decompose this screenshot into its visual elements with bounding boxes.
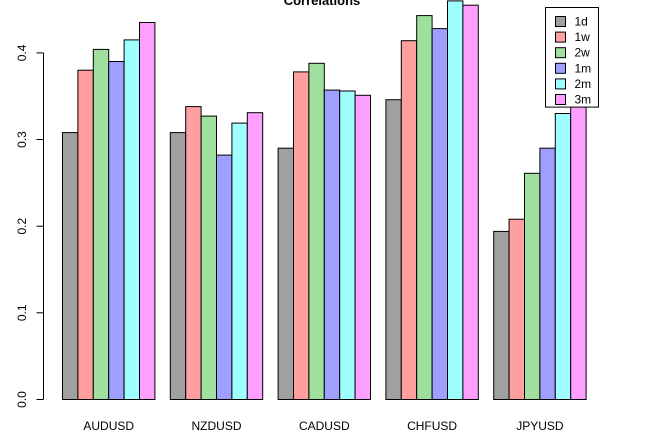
bar-nzdusd-2m bbox=[231, 122, 248, 400]
bar-jpyusd-1m bbox=[539, 147, 556, 400]
bar-chfusd-1m bbox=[431, 28, 449, 400]
legend-box bbox=[545, 7, 599, 108]
legend-swatch-1w bbox=[555, 31, 566, 43]
legend-label-2m: 2m bbox=[575, 77, 592, 91]
bar-cadusd-1d bbox=[277, 147, 295, 400]
bar-chfusd-1d bbox=[385, 99, 402, 400]
bar-nzdusd-1m bbox=[216, 154, 233, 400]
bar-nzdusd-1d bbox=[169, 132, 187, 400]
bar-jpyusd-1d bbox=[493, 230, 510, 400]
bar-audusd-2m bbox=[123, 39, 140, 401]
legend-label-2w: 2w bbox=[575, 46, 591, 60]
y-axis: 0.0 0.1 0.2 0.3 0.4 bbox=[15, 44, 44, 408]
legend-swatch-1m bbox=[555, 62, 566, 74]
bar-jpyusd-1w bbox=[508, 218, 526, 400]
bar-audusd-1d bbox=[62, 132, 79, 400]
bar-jpyusd-2m bbox=[554, 113, 572, 400]
legend-label-1m: 1m bbox=[575, 61, 592, 75]
x-tick-label: CHFUSD bbox=[407, 419, 457, 432]
bar-jpyusd-3m bbox=[570, 74, 587, 401]
x-tick-label: CADUSD bbox=[299, 419, 350, 432]
bar-chfusd-3m bbox=[462, 4, 479, 400]
legend-swatch-2m bbox=[555, 78, 566, 90]
y-tick-label: 0.3 bbox=[15, 131, 29, 148]
x-axis-labels: AUDUSD NZDUSD CADUSD CHFUSD JPYUSD bbox=[83, 419, 564, 433]
bar-chfusd-2w bbox=[416, 15, 433, 400]
bar-nzdusd-2w bbox=[200, 115, 218, 400]
bar-chfusd-1w bbox=[400, 40, 418, 400]
bar-audusd-2w bbox=[92, 48, 110, 401]
y-tick-label: 0.2 bbox=[15, 218, 29, 235]
x-tick-label: AUDUSD bbox=[83, 419, 134, 432]
bars-layer bbox=[62, 0, 587, 401]
bar-nzdusd-1w bbox=[185, 106, 202, 400]
bar-cadusd-1w bbox=[293, 71, 310, 401]
y-tick-label: 0.4 bbox=[15, 44, 29, 61]
bar-jpyusd-2w bbox=[524, 172, 541, 400]
bar-nzdusd-3m bbox=[246, 112, 264, 400]
y-tick-label: 0.0 bbox=[15, 391, 29, 408]
bar-chfusd-2m bbox=[447, 0, 464, 401]
x-tick-label: JPYUSD bbox=[516, 419, 564, 432]
legend-swatch-3m bbox=[555, 94, 566, 105]
legend-label-3m: 3m bbox=[575, 93, 592, 107]
legend-swatch-1d bbox=[555, 16, 566, 27]
bar-cadusd-2m bbox=[339, 90, 356, 400]
legend-label-1w: 1w bbox=[575, 30, 591, 44]
bar-cadusd-3m bbox=[354, 94, 372, 401]
x-tick-label: NZDUSD bbox=[192, 419, 242, 432]
bar-audusd-1m bbox=[108, 61, 125, 400]
bar-cadusd-1m bbox=[323, 89, 341, 400]
legend-swatch-2w bbox=[555, 47, 566, 59]
bar-cadusd-2w bbox=[308, 62, 325, 401]
legend-label-1d: 1d bbox=[575, 15, 588, 29]
y-tick-label: 0.1 bbox=[15, 304, 29, 321]
bar-audusd-3m bbox=[139, 22, 156, 400]
chart-title: Correlations bbox=[284, 0, 361, 8]
bar-audusd-1w bbox=[77, 69, 94, 400]
